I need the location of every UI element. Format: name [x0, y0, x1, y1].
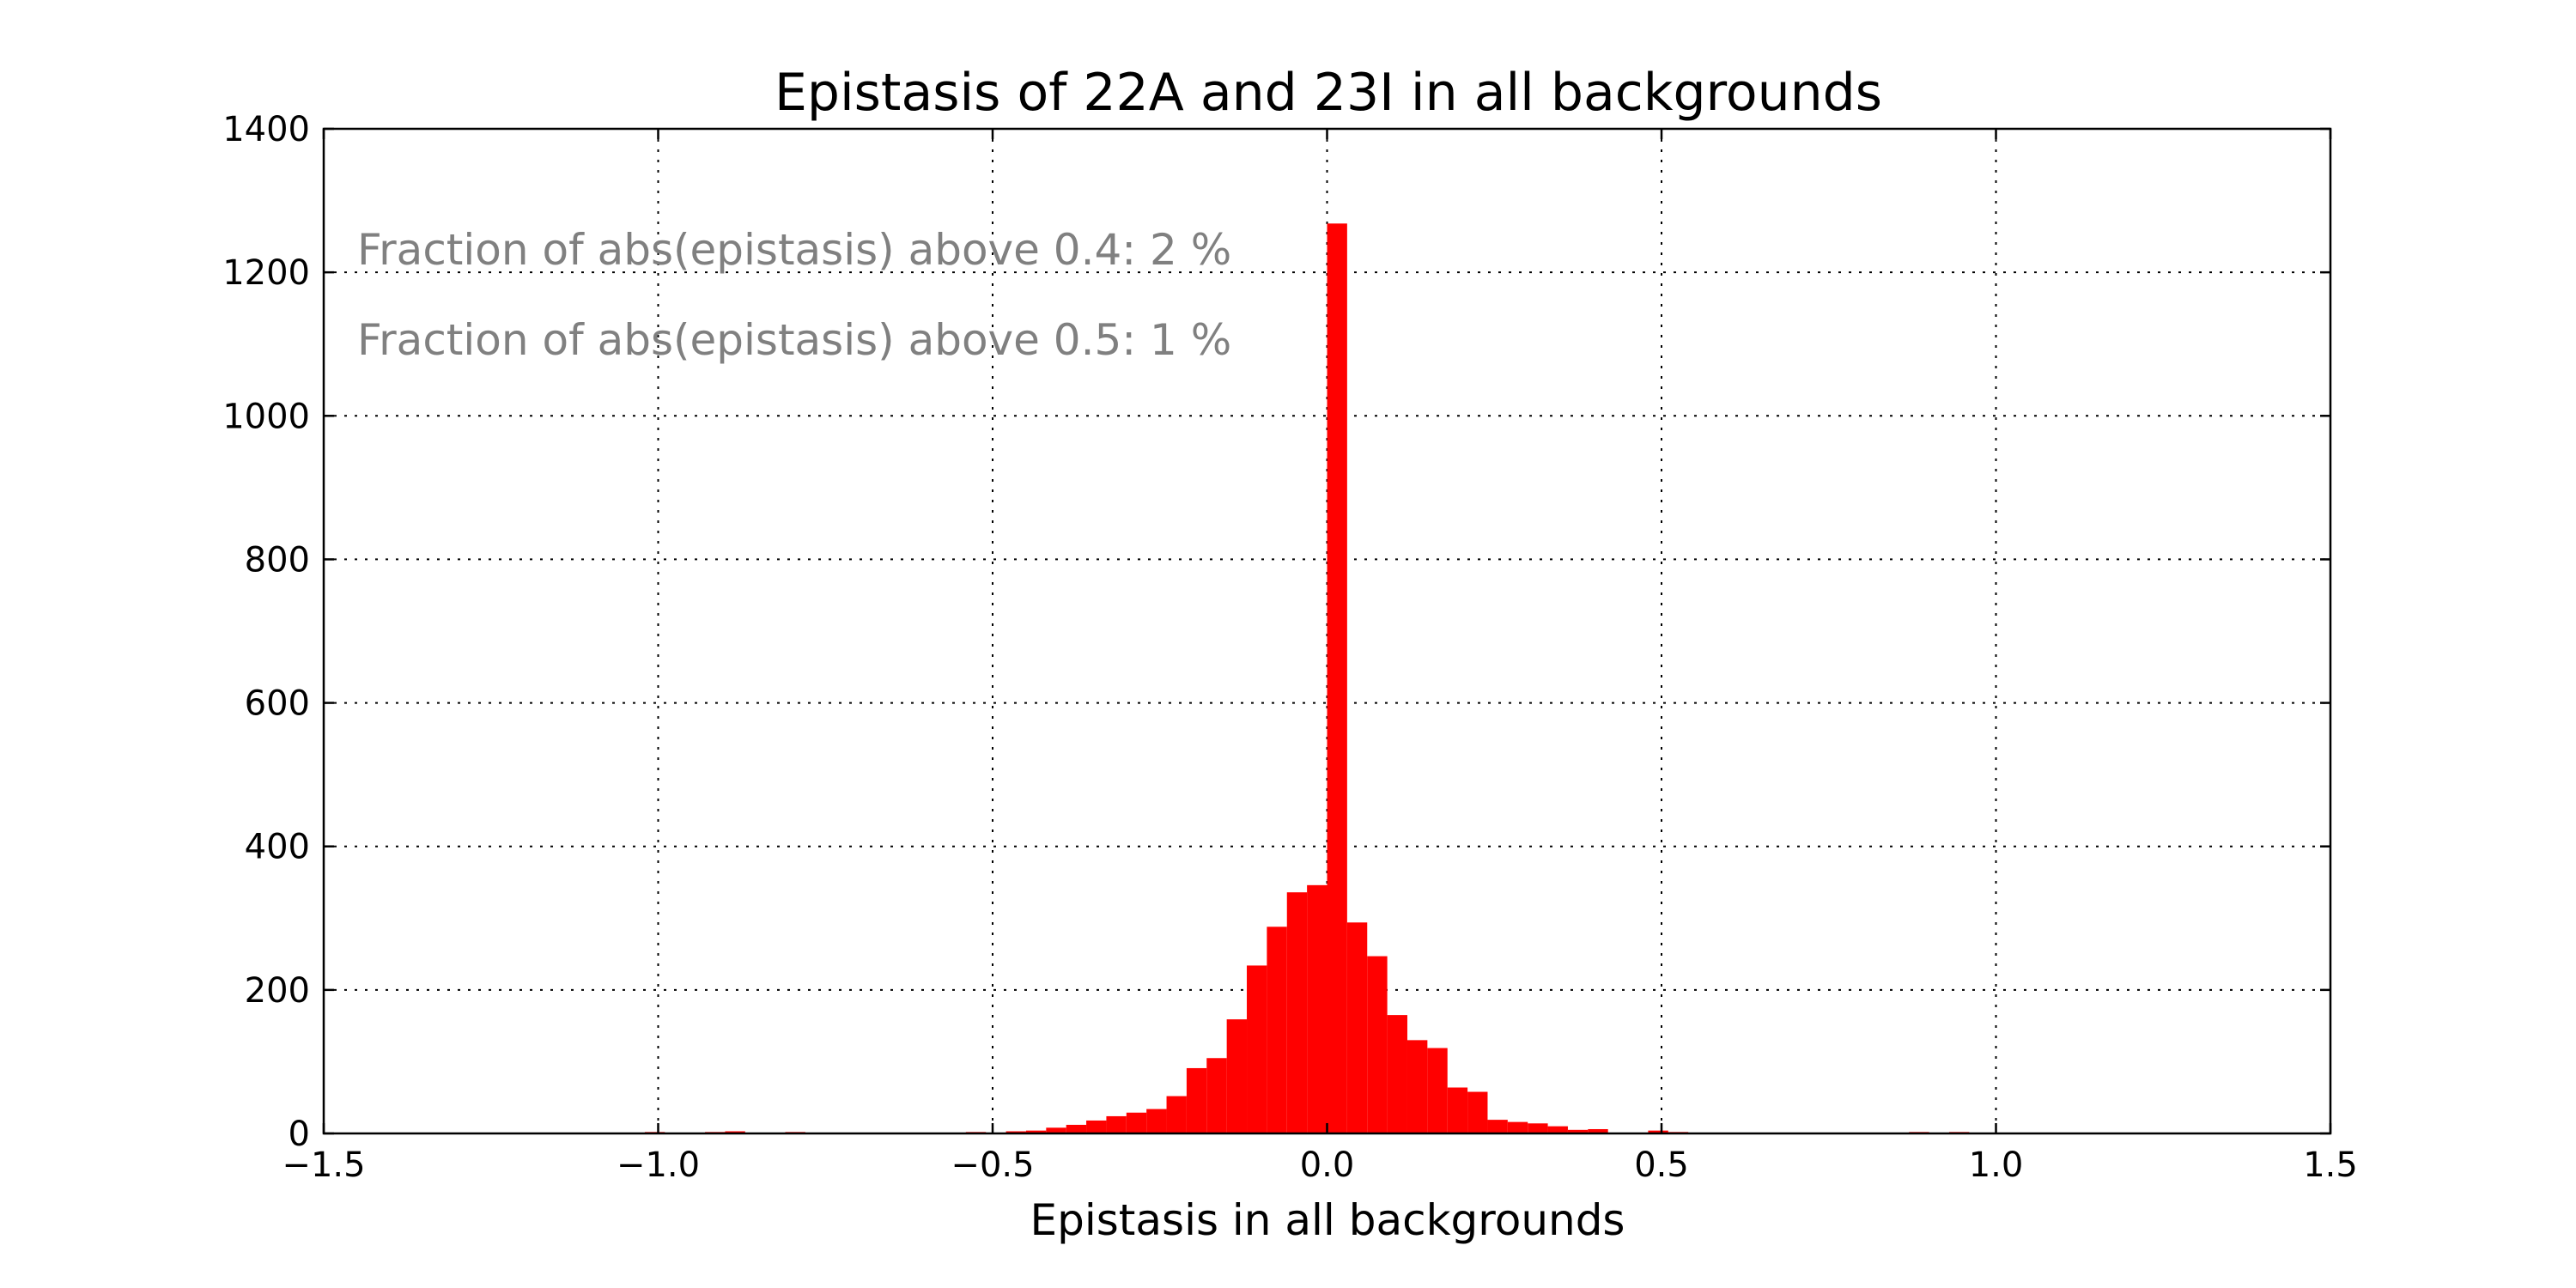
histogram-bar	[1507, 1121, 1528, 1133]
histogram-bar	[1588, 1128, 1608, 1133]
histogram-bar	[1286, 892, 1308, 1133]
histogram-bar	[1567, 1129, 1589, 1133]
histogram-bar	[1106, 1115, 1127, 1133]
histogram-bar	[1046, 1127, 1066, 1133]
y-tick-label: 400	[245, 828, 310, 867]
x-tick-label: 0.5	[1634, 1145, 1689, 1185]
y-tick-labels: 0 200 400 600 800 1000 1200 1400	[222, 110, 310, 1154]
histogram-bar	[1005, 1131, 1026, 1133]
x-axis-label: Epistasis in all backgrounds	[1030, 1195, 1625, 1245]
histogram-bar	[1025, 1130, 1047, 1133]
annotation-fraction-above-0-4: Fraction of abs(epistasis) above 0.4: 2 …	[357, 225, 1231, 275]
histogram-bar	[1166, 1096, 1187, 1133]
axis-ticks	[322, 127, 2332, 1135]
y-tick-label: 1200	[222, 253, 310, 293]
y-tick-label: 1400	[222, 110, 310, 149]
histogram-bar	[1247, 965, 1267, 1133]
histogram-bar	[1547, 1126, 1568, 1133]
chart-title: Epistasis of 22A and 23I in all backgrou…	[775, 63, 1882, 123]
histogram-bar	[1427, 1048, 1448, 1133]
histogram-bar	[1066, 1124, 1087, 1133]
x-tick-label: −1.0	[617, 1145, 700, 1185]
histogram-bar	[1467, 1091, 1488, 1133]
histogram-bar	[1307, 884, 1327, 1133]
y-tick-label: 800	[245, 540, 310, 580]
y-tick-label: 0	[289, 1115, 310, 1154]
histogram-bar	[1528, 1123, 1548, 1133]
y-tick-label: 200	[245, 971, 310, 1011]
y-tick-label: 1000	[222, 397, 310, 436]
histogram-bar	[1146, 1109, 1167, 1133]
histogram-bar	[1648, 1130, 1668, 1133]
x-tick-label: −1.5	[282, 1145, 365, 1185]
histogram-bar	[1226, 1019, 1248, 1133]
histogram-bar	[1186, 1067, 1207, 1133]
histogram-bar	[1346, 922, 1368, 1133]
x-tick-label: −0.5	[951, 1145, 1034, 1185]
x-tick-labels: −1.5 −1.0 −0.5 0.0 0.5 1.0 1.5	[282, 1145, 2357, 1185]
histogram-bar	[1387, 1015, 1407, 1133]
x-tick-label: 0.0	[1300, 1145, 1355, 1185]
histogram-bar	[1126, 1112, 1147, 1133]
histogram-bar	[1487, 1120, 1508, 1133]
histogram-bar	[1086, 1120, 1107, 1133]
x-tick-label: 1.0	[1969, 1145, 2024, 1185]
histogram-bar	[1406, 1040, 1428, 1133]
histogram-bar	[1447, 1087, 1468, 1133]
x-tick-label: 1.5	[2303, 1145, 2358, 1185]
histogram-bar	[1327, 223, 1347, 1133]
histogram-bar	[1267, 927, 1287, 1133]
histogram-bar	[1367, 956, 1388, 1133]
y-tick-label: 600	[245, 684, 310, 724]
histogram-bars	[644, 223, 1970, 1133]
histogram-bar	[725, 1131, 745, 1133]
histogram-bar	[1206, 1058, 1227, 1133]
annotation-fraction-above-0-5: Fraction of abs(epistasis) above 0.5: 1 …	[357, 315, 1231, 365]
